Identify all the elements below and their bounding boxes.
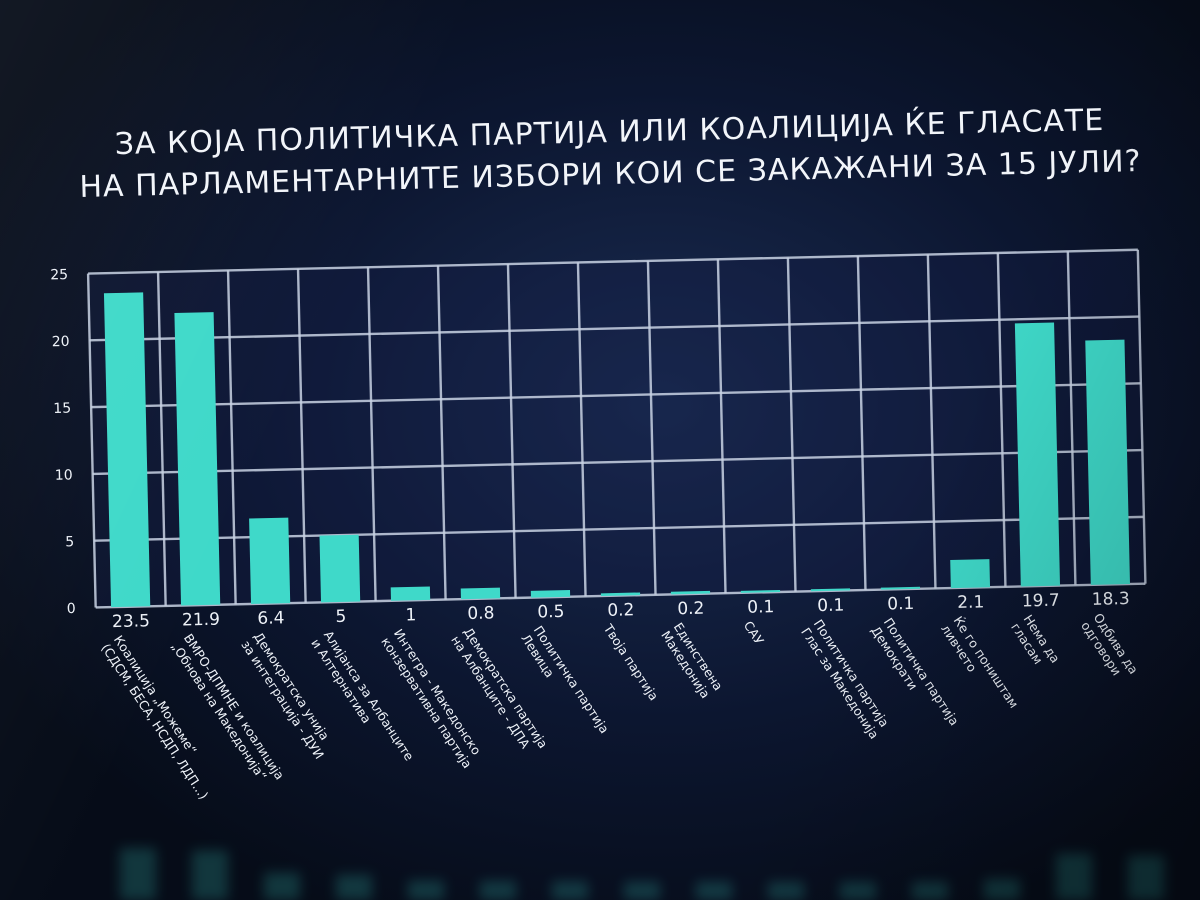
- value-label: 0.8: [467, 603, 494, 624]
- value-label: 19.7: [1022, 591, 1060, 612]
- y-axis-ticks: 0 5 10 15 20 25: [50, 267, 76, 617]
- value-label: 23.5: [112, 611, 150, 632]
- bar: [810, 588, 851, 592]
- gridline-vertical: [1066, 251, 1077, 586]
- category-label: Твоја партија: [600, 621, 661, 704]
- reflection-bar: [480, 880, 516, 900]
- gridline-horizontal: [91, 382, 1141, 409]
- bar: [740, 589, 781, 593]
- value-label: 0.1: [817, 596, 844, 617]
- bar: [319, 534, 361, 603]
- bar: [950, 559, 991, 589]
- reflection-bar: [984, 878, 1020, 900]
- grid: [86, 248, 1147, 609]
- y-tick-label: 0: [67, 601, 76, 617]
- value-label: 0.1: [747, 597, 774, 618]
- bar: [390, 586, 431, 601]
- reflection-bar: [192, 850, 228, 900]
- reflection-bar: [840, 881, 876, 900]
- gridline-horizontal: [88, 248, 1138, 275]
- bar: [103, 292, 151, 608]
- category-label: САУ: [741, 618, 767, 647]
- gridline-vertical: [786, 257, 797, 592]
- gridline-vertical: [296, 268, 307, 603]
- reflection-bar: [120, 848, 156, 900]
- reflection-bar: [1056, 853, 1092, 900]
- value-labels: 23.5 21.9 6.4 5 1 0.8 0.5 0.2 0.2 0.1 0.1 0.1 2.1 19.…: [112, 589, 1130, 632]
- gridline-vertical: [716, 259, 727, 594]
- gridline-vertical: [926, 254, 937, 589]
- reflection-bar: [696, 881, 732, 900]
- category-label-line: Политичка партија: [531, 623, 612, 736]
- y-tick-label: 15: [53, 401, 71, 417]
- category-label-line: САУ: [741, 618, 767, 647]
- category-label-line: Твоја партија: [600, 621, 661, 704]
- reflection-bar: [624, 881, 660, 900]
- bar: [670, 590, 711, 595]
- screen-reflection: [120, 848, 1164, 900]
- gridline-vertical: [86, 273, 97, 608]
- value-label: 6.4: [257, 608, 284, 629]
- value-label: 0.5: [537, 602, 564, 623]
- reflection-bar: [912, 881, 948, 900]
- value-label: 2.1: [957, 592, 984, 613]
- gridline-vertical: [226, 270, 237, 605]
- gridline-vertical: [366, 267, 377, 602]
- bar: [1014, 322, 1061, 587]
- bar: [530, 590, 571, 598]
- gridline-vertical: [1136, 249, 1147, 584]
- gridline-vertical: [576, 262, 587, 597]
- y-tick-label: 20: [52, 334, 70, 350]
- gridline-horizontal: [89, 315, 1140, 342]
- gridline-vertical: [996, 252, 1007, 587]
- y-tick-label: 5: [65, 534, 74, 550]
- reflection-bar: [408, 880, 444, 900]
- gridline-vertical: [856, 256, 867, 591]
- reflection-bar: [1128, 855, 1164, 900]
- gridline-vertical: [436, 265, 447, 600]
- bar: [880, 586, 921, 590]
- plot-area: [88, 249, 1146, 608]
- gridline-horizontal: [92, 448, 1143, 476]
- gridline-vertical: [646, 260, 657, 595]
- bar: [174, 312, 221, 606]
- gridline-vertical: [156, 271, 167, 606]
- reflection-bar: [552, 881, 588, 900]
- bar: [460, 587, 501, 600]
- value-label: 5: [335, 607, 346, 627]
- value-label: 1: [405, 605, 416, 625]
- value-label: 0.2: [607, 600, 634, 621]
- y-tick-label: 10: [55, 467, 73, 483]
- value-label: 21.9: [182, 610, 220, 631]
- value-label: 0.1: [887, 594, 914, 615]
- reflection-bar: [768, 881, 804, 900]
- y-tick-label: 25: [50, 267, 68, 283]
- value-label: 18.3: [1092, 589, 1130, 610]
- bar: [1085, 339, 1131, 585]
- reflection-bar: [336, 874, 372, 900]
- bar: [249, 517, 291, 604]
- bars: [103, 292, 1131, 608]
- reflection-bar: [264, 872, 300, 900]
- gridline-vertical: [506, 264, 517, 598]
- value-label: 0.2: [677, 599, 704, 620]
- bar: [600, 592, 641, 597]
